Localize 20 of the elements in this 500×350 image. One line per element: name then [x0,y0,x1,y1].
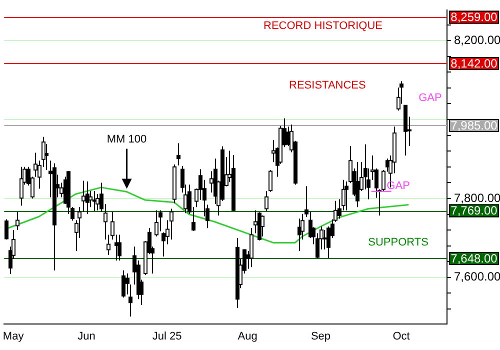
x-tick-label: Jul 25 [152,330,182,343]
ref-line-label: 7,985.00 [450,118,498,132]
text: MM 100 [106,133,147,146]
annotation: GAP [418,92,442,104]
ref-line-label: 8,142.00 [450,56,498,70]
x-tick-label: May [2,330,24,343]
ref-line-label: 7,648.00 [450,251,498,266]
y-tick-label: 7,800.00 [454,190,500,205]
annotation: SUPPORTS [368,236,428,248]
annotation: GAP [386,180,410,192]
y-tick-label: 7,600.00 [454,270,500,284]
x-tick-label: Oct [392,330,410,343]
ref-line-label: 7,769.00 [450,204,498,218]
y-tick-label: 8,200.00 [454,32,500,47]
ref-line-label: 8,259.00 [450,10,498,24]
x-tick-label: Sep [310,330,331,343]
x-tick-label: Aug [238,330,258,343]
x-tick-label: Jun [78,330,96,343]
annotation: RESISTANCES [289,80,366,92]
annotation: RECORD HISTORIQUE [264,20,382,32]
